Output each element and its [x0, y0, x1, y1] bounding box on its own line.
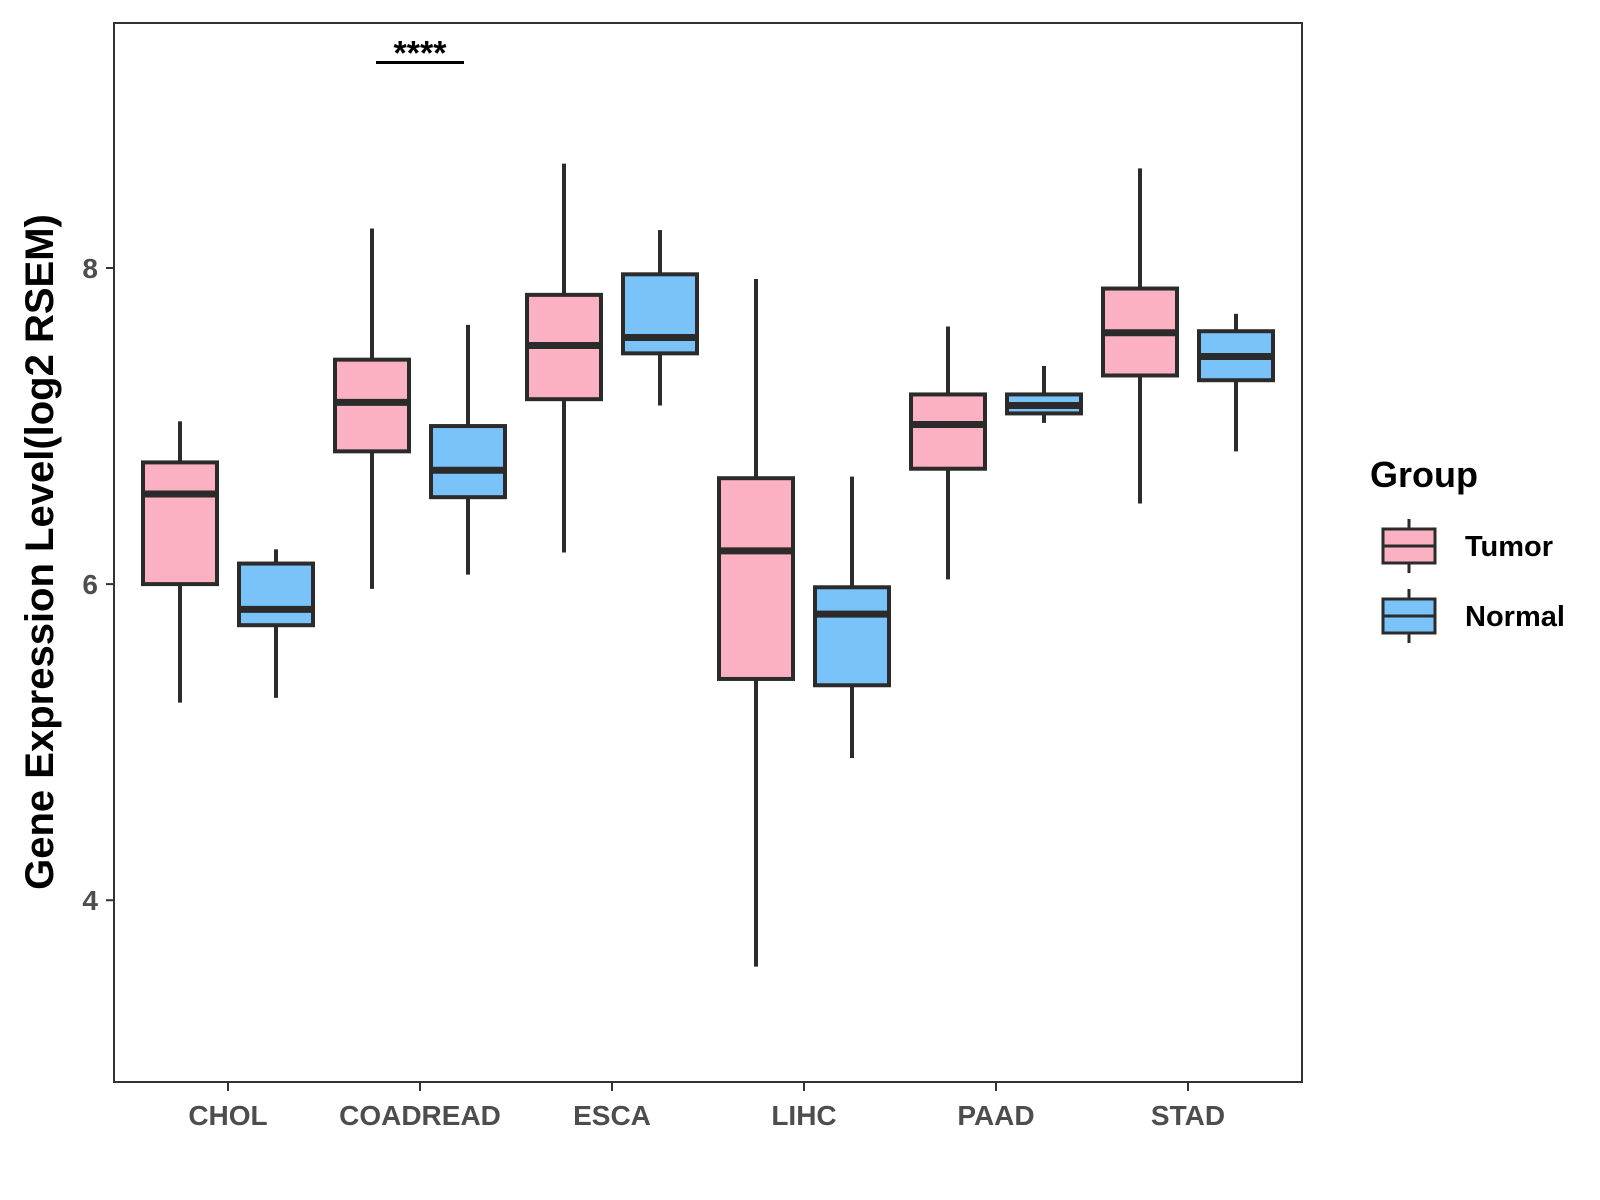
iqr-box	[237, 561, 315, 628]
y-axis: 4 6 8	[82, 253, 114, 916]
iqr-box	[141, 460, 219, 587]
x-tick-label-paad: PAAD	[957, 1100, 1034, 1131]
box-normal-chol	[237, 549, 315, 698]
y-tick-label: 6	[82, 569, 98, 600]
box-normal-stad	[1197, 313, 1275, 452]
y-axis-title: Gene Expression Level(log2 RSEM)	[18, 214, 62, 890]
x-tick-label-stad: STAD	[1151, 1100, 1225, 1131]
iqr-box	[909, 392, 987, 471]
iqr-box	[621, 272, 699, 356]
x-tick-label-esca: ESCA	[573, 1100, 651, 1131]
legend-item-normal: Normal	[1381, 589, 1565, 643]
boxes-layer	[141, 163, 1275, 967]
legend-item-tumor: Tumor	[1381, 519, 1553, 573]
iqr-box	[717, 476, 795, 681]
box-tumor-stad	[1101, 168, 1179, 504]
legend-title: Group	[1370, 454, 1478, 495]
significance-label: ****	[394, 35, 448, 73]
y-tick-label: 8	[82, 253, 98, 284]
x-tick-label-chol: CHOL	[188, 1100, 267, 1131]
x-tick-label-coadread: COADREAD	[339, 1100, 501, 1131]
plot-panel	[113, 22, 1303, 1083]
iqr-box	[813, 585, 891, 688]
box-normal-esca	[621, 230, 699, 406]
annotations-layer: ****	[376, 35, 464, 73]
box-tumor-chol	[141, 421, 219, 703]
legend-label: Normal	[1465, 601, 1565, 633]
x-axis: CHOL COADREAD ESCA LIHC PAAD STAD	[188, 1082, 1225, 1131]
box-tumor-esca	[525, 163, 603, 553]
legend-label: Tumor	[1465, 531, 1553, 563]
box-tumor-coadread	[333, 228, 411, 589]
legend: Group Tumor Normal	[1370, 454, 1565, 643]
box-normal-lihc	[813, 476, 891, 758]
box-normal-coadread	[429, 324, 507, 575]
iqr-box	[429, 424, 507, 500]
box-normal-paad	[1005, 365, 1083, 423]
y-tick-label: 4	[82, 885, 98, 916]
box-tumor-paad	[909, 326, 987, 580]
x-tick-label-lihc: LIHC	[771, 1100, 836, 1131]
box-tumor-lihc	[717, 279, 795, 967]
